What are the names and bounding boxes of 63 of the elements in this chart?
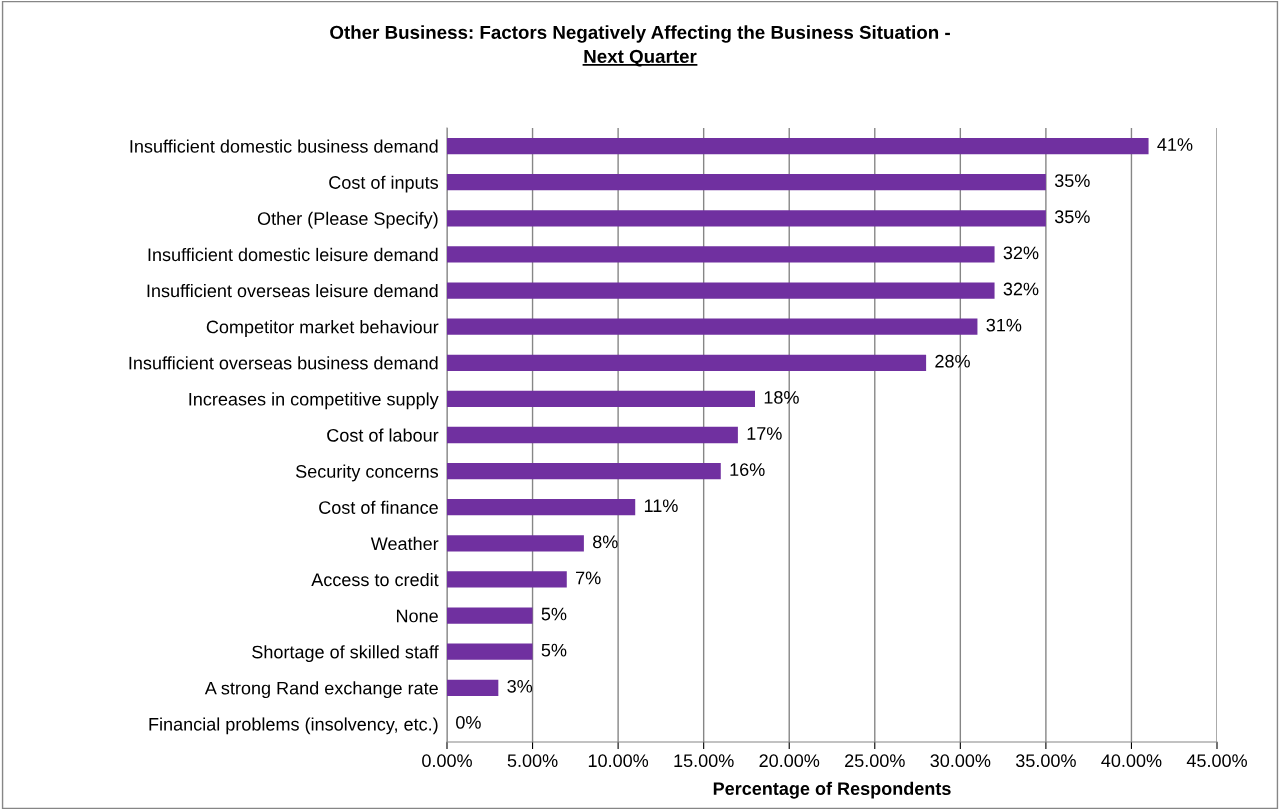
y-tick-label: Insufficient overseas leisure demand [147, 283, 438, 298]
data-label: 32% [1003, 246, 1039, 260]
bar [447, 318, 978, 335]
bar [447, 426, 738, 444]
y-tick-label: Cost of finance [319, 500, 438, 514]
x-tick-label: 0.00% [422, 754, 472, 768]
data-label: 35% [1054, 174, 1090, 188]
y-tick-label: Insufficient domestic leisure demand [148, 247, 438, 262]
bar [447, 462, 721, 480]
y-tick-label: Access to credit [311, 572, 439, 587]
data-label: 11% [644, 499, 678, 513]
y-tick-label: Other (Please Specify) [257, 211, 438, 229]
x-tick-label: 40.00% [1101, 754, 1162, 768]
data-label: 5% [541, 607, 567, 621]
data-label: 35% [1054, 210, 1090, 224]
y-tick-label: A strong Rand exchange rate [204, 681, 438, 699]
x-tick-label: 5.00% [507, 754, 558, 768]
data-label: 18% [764, 390, 799, 404]
y-tick-label: Insufficient domestic business demand [130, 139, 438, 153]
data-label: 7% [576, 571, 601, 585]
data-label: 0% [456, 716, 481, 729]
y-tick-label: Cost of labour [327, 428, 439, 442]
data-label: 41% [1157, 138, 1193, 151]
x-tick-label: 30.00% [930, 754, 991, 768]
bar [447, 174, 1046, 191]
bar [447, 571, 567, 588]
y-tick-label: Weather [370, 536, 439, 551]
bar [447, 607, 533, 624]
x-tick-label: 15.00% [674, 754, 734, 768]
y-tick-label: Security concerns [295, 464, 439, 482]
x-tick-label: 35.00% [1015, 754, 1076, 768]
bar [447, 535, 584, 552]
data-label: 16% [730, 463, 765, 476]
data-label: 8% [593, 535, 618, 549]
data-label: 17% [747, 427, 782, 440]
x-tick-label: 45.00% [1186, 754, 1247, 768]
data-label: 31% [986, 318, 1022, 332]
bar [447, 282, 995, 299]
data-label: 5% [541, 643, 567, 657]
x-tick-label: 10.00% [588, 754, 649, 768]
bar [447, 354, 927, 371]
bar [447, 679, 499, 696]
data-label: 3% [507, 679, 533, 693]
x-axis-title: Percentage of Respondents [713, 781, 951, 799]
chart-title: Other Business: Factors Negatively Affecting the Business Situation - [330, 25, 950, 43]
y-tick-label: None [396, 609, 438, 623]
y-tick-label: Competitor market behaviour [206, 320, 439, 337]
y-tick-label: Increases in competitive supply [189, 392, 439, 410]
y-tick-label: Shortage of skilled staff [252, 645, 439, 662]
x-tick-label: 25.00% [845, 754, 905, 768]
data-label: 28% [935, 354, 970, 368]
data-label: 32% [1003, 282, 1039, 296]
bar [447, 137, 1149, 155]
y-tick-label: Financial problems (insolvency, etc.) [149, 717, 438, 735]
bar [447, 643, 533, 660]
chart-subtitle: Next Quarter [584, 49, 697, 67]
bar [447, 499, 636, 516]
x-tick-label: 20.00% [759, 754, 820, 768]
y-tick-label: Cost of inputs [329, 175, 439, 193]
bar [447, 210, 1046, 227]
y-tick-label: Insufficient overseas business demand [129, 356, 438, 370]
bar [447, 390, 755, 408]
bar [447, 246, 995, 263]
